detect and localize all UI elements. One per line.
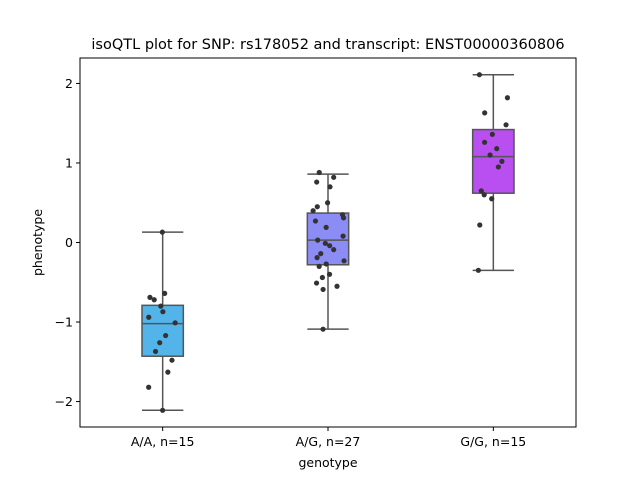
data-point xyxy=(323,224,329,230)
data-point xyxy=(503,122,509,128)
data-point xyxy=(157,340,163,346)
data-point xyxy=(314,179,320,185)
data-point xyxy=(314,255,320,261)
data-point xyxy=(476,72,483,78)
chart-title: isoQTL plot for SNP: rs178052 and transc… xyxy=(91,37,564,53)
data-point xyxy=(315,237,321,243)
x-axis: A/A, n=15 A/G, n=27 G/G, n=15 xyxy=(131,427,526,449)
data-point xyxy=(331,174,337,180)
y-tick-label: 2 xyxy=(65,76,73,91)
data-point xyxy=(489,196,495,202)
box-iqr xyxy=(471,128,515,194)
y-axis-label: phenotype xyxy=(30,209,45,276)
data-point xyxy=(319,274,325,281)
data-point xyxy=(324,200,331,206)
data-point xyxy=(334,283,340,289)
data-point xyxy=(475,267,481,273)
data-point xyxy=(313,280,320,286)
box-group-2 xyxy=(471,73,515,272)
data-point xyxy=(340,233,346,239)
data-point xyxy=(494,146,500,152)
data-point xyxy=(160,309,166,315)
y-tick-label: −2 xyxy=(55,394,73,409)
data-point xyxy=(477,222,483,228)
points-group-2 xyxy=(475,72,511,273)
data-point xyxy=(163,332,169,339)
x-tick-label: G/G, n=15 xyxy=(460,434,526,449)
data-point xyxy=(341,258,347,264)
data-point xyxy=(172,320,178,326)
data-point xyxy=(489,131,495,137)
data-point xyxy=(160,407,166,413)
data-point xyxy=(327,184,333,190)
data-point xyxy=(323,261,329,267)
data-point xyxy=(159,229,165,235)
x-axis-label: genotype xyxy=(298,455,357,470)
data-point xyxy=(316,169,322,176)
data-point xyxy=(320,326,326,332)
data-point xyxy=(499,158,505,164)
data-point xyxy=(312,218,319,224)
y-tick-label: 1 xyxy=(65,155,73,170)
data-point xyxy=(481,192,487,198)
plot-marks xyxy=(141,72,515,413)
x-tick-label: A/G, n=27 xyxy=(296,434,361,449)
data-point xyxy=(504,95,511,101)
data-point xyxy=(320,286,326,293)
data-point xyxy=(316,263,322,269)
y-tick-label: −1 xyxy=(55,315,73,330)
data-point xyxy=(310,208,316,214)
data-point xyxy=(162,290,168,296)
data-point xyxy=(495,164,501,170)
data-point xyxy=(326,271,333,277)
y-tick-label: 0 xyxy=(65,235,73,250)
data-point xyxy=(322,240,328,246)
data-point xyxy=(482,110,488,116)
data-point xyxy=(146,384,152,390)
data-point xyxy=(151,297,157,303)
x-tick-label: A/A, n=15 xyxy=(131,434,195,449)
data-point xyxy=(152,348,159,355)
data-point xyxy=(478,188,484,194)
y-axis: −2 −1 0 1 2 xyxy=(55,76,80,409)
data-point xyxy=(169,357,175,363)
points-group-0 xyxy=(146,229,178,413)
data-point xyxy=(158,303,164,309)
data-point xyxy=(487,152,493,158)
box-group-0 xyxy=(141,231,185,412)
data-point xyxy=(147,294,153,300)
data-point xyxy=(327,243,333,249)
data-point xyxy=(318,251,324,257)
data-point xyxy=(314,204,320,210)
data-point xyxy=(340,215,347,221)
data-point xyxy=(146,314,152,320)
points-group-1 xyxy=(310,169,347,332)
data-point xyxy=(482,139,488,145)
data-point xyxy=(165,369,171,375)
data-point xyxy=(331,247,337,253)
